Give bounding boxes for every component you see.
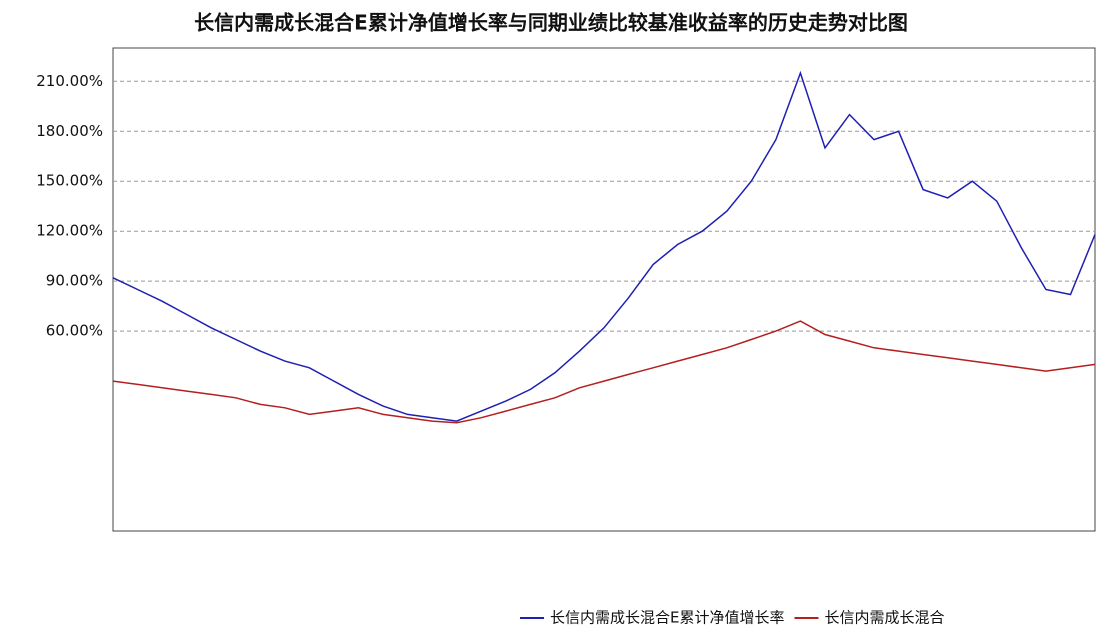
y-tick-label: 210.00% (36, 72, 103, 90)
y-tick-label: 120.00% (36, 222, 103, 240)
y-tick-label: 180.00% (36, 122, 103, 140)
series-line (112, 320, 1096, 424)
plot-frame (112, 47, 1096, 532)
legend-label: 长信内需成长混合 (824, 609, 944, 627)
y-tick-label: 90.00% (46, 272, 103, 290)
series-line (112, 70, 1096, 422)
chart-title: 长信内需成长混合E累计净值增长率与同期业绩比较基准收益率的历史走势对比图 (194, 11, 908, 35)
y-tick-label: 150.00% (36, 172, 103, 190)
y-tick-label: 60.00% (46, 322, 103, 340)
legend-label: 长信内需成长混合E累计净值增长率 (550, 609, 784, 627)
